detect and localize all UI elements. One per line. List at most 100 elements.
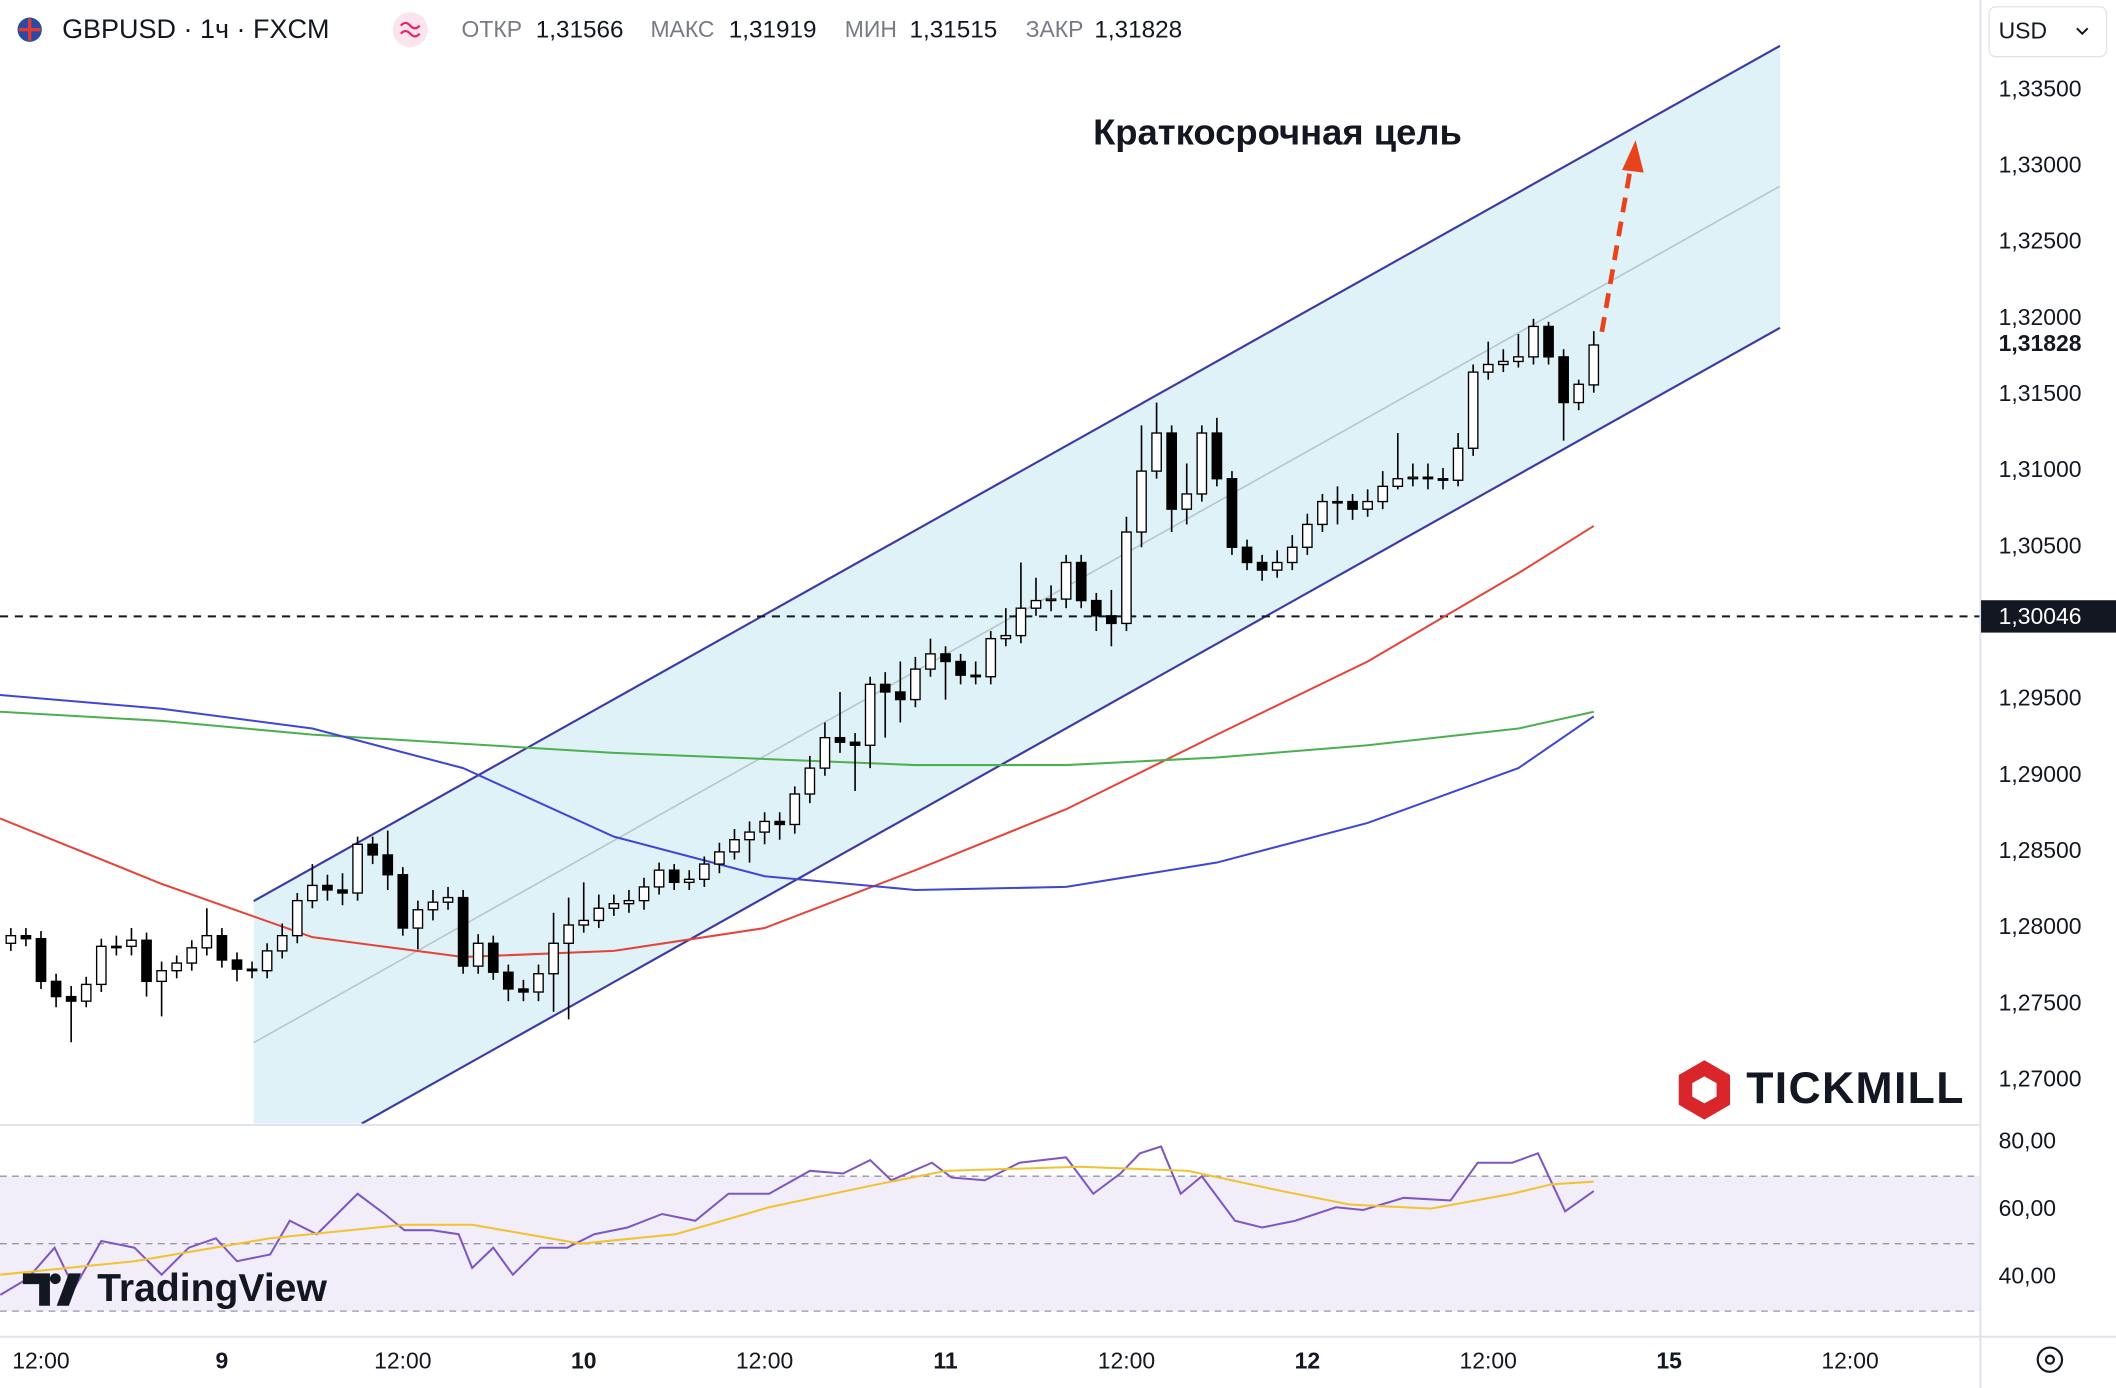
rsi-line	[0, 1145, 1595, 1296]
candle-body	[367, 843, 379, 856]
ohlc-value: 1,31566	[536, 16, 624, 43]
candle-body	[1301, 523, 1313, 548]
gear[interactable]	[2036, 1346, 2064, 1373]
candle-body	[1286, 546, 1298, 564]
candle-body	[925, 653, 936, 670]
y-tick-label: 1,33500	[1999, 75, 2082, 101]
currency-select[interactable]: USD	[1988, 6, 2108, 58]
candle-body	[291, 899, 303, 937]
candle-body	[1497, 360, 1509, 366]
candle-body	[231, 959, 243, 970]
x-tick-label: 12:00	[1821, 1347, 1878, 1373]
candle-body	[111, 945, 122, 949]
ohlc-value: 1,31919	[729, 16, 817, 43]
tradingview-logo: TradingView	[22, 1267, 327, 1310]
candle-body	[1317, 500, 1328, 526]
candle-body	[442, 896, 454, 903]
candle-body	[1422, 476, 1434, 480]
candle-body	[910, 668, 921, 701]
currency-box[interactable]	[1988, 6, 2108, 58]
candle-body	[1588, 344, 1600, 386]
x-tick-label: 9	[216, 1347, 229, 1373]
candle-body	[186, 947, 198, 964]
candle-body	[1181, 493, 1193, 510]
candle-body	[1467, 371, 1479, 449]
candle-body	[397, 874, 409, 929]
candle-body	[533, 973, 544, 993]
arrow-head	[1622, 140, 1644, 173]
settings-button[interactable]	[2036, 1346, 2064, 1373]
currency-label[interactable]: USD	[1999, 17, 2047, 43]
candle-body	[1121, 531, 1132, 625]
candle-body	[141, 939, 152, 983]
tickmill-mark-inner	[1692, 1076, 1717, 1104]
candle-body	[1513, 356, 1524, 363]
rsi-tick-label: 40,00	[1999, 1262, 2056, 1288]
candle-body	[1000, 634, 1012, 640]
candle-body	[518, 988, 529, 993]
x-tick-label: 11	[933, 1347, 957, 1373]
candle-body	[472, 942, 484, 967]
candle-body	[201, 934, 213, 949]
rsi-tick-label: 80,00	[1999, 1128, 2056, 1154]
candle-body	[1347, 500, 1358, 510]
rsi-line	[0, 1165, 1594, 1276]
indicator-icon	[392, 12, 428, 48]
y-tick-label: 1,27500	[1999, 989, 2082, 1015]
candle-body	[1166, 432, 1178, 510]
candle-body	[578, 919, 590, 926]
candle-body	[1151, 432, 1162, 472]
candle-body	[50, 980, 62, 998]
candle-body	[382, 854, 394, 876]
rsi-tick-label: 60,00	[1999, 1195, 2056, 1221]
candle-body	[1528, 325, 1539, 358]
moving-average	[0, 694, 1595, 891]
candle-body	[1377, 485, 1389, 503]
tradingview-text: TradingView	[97, 1267, 327, 1310]
y-tick-label: 1,30500	[1999, 532, 2082, 558]
candle-body	[1392, 478, 1404, 488]
candle-body	[1196, 432, 1208, 495]
candle-body	[352, 843, 363, 894]
candle-body	[894, 691, 906, 701]
candle-body	[1573, 383, 1585, 404]
candle-body	[1558, 356, 1569, 404]
ohlc-label: МАКС	[650, 16, 714, 42]
candle-body	[261, 950, 273, 972]
candle-body	[940, 653, 951, 663]
candle-body	[412, 909, 424, 929]
candle-body	[1075, 561, 1087, 602]
candle-body	[1045, 598, 1057, 602]
candle-body	[276, 934, 288, 952]
candle-body	[774, 820, 786, 826]
x-tick-label: 12:00	[1098, 1347, 1155, 1373]
candle-body	[698, 863, 710, 880]
indicator-glyph	[399, 21, 421, 38]
candle-body	[216, 934, 228, 961]
ohlc-label: МИН	[845, 16, 897, 42]
candle-body	[1437, 478, 1449, 481]
target-arrow	[1599, 169, 1633, 333]
x-tick-label: 12:00	[374, 1347, 431, 1373]
candle-body	[714, 851, 725, 865]
axes: 1,27000 1,27500 1,28000 1,28500 1,29000 1,295…	[12, 75, 2116, 1373]
ohlc-value: 1,31515	[910, 16, 998, 43]
candle-body	[849, 741, 861, 746]
candle-body	[744, 831, 755, 841]
candle-body	[563, 924, 574, 944]
candle-body	[502, 971, 514, 990]
moving-average	[0, 710, 1594, 767]
price-pane	[0, 44, 1980, 1124]
header: GBPUSD · 1ч · FXCM ОТКР 1,31566 МАКС 1,3…	[17, 12, 1182, 48]
ohlc-value: 1,31828	[1094, 16, 1182, 43]
candle-body	[955, 660, 966, 676]
tickmill-text: TICKMILL	[1746, 1064, 1965, 1113]
annotation: Краткосрочная цель	[1093, 112, 1462, 153]
channel-upper	[253, 44, 1781, 902]
candle-body	[95, 945, 107, 986]
candle-body	[759, 820, 770, 833]
candle-body	[1060, 561, 1072, 600]
candle-body	[487, 942, 499, 973]
